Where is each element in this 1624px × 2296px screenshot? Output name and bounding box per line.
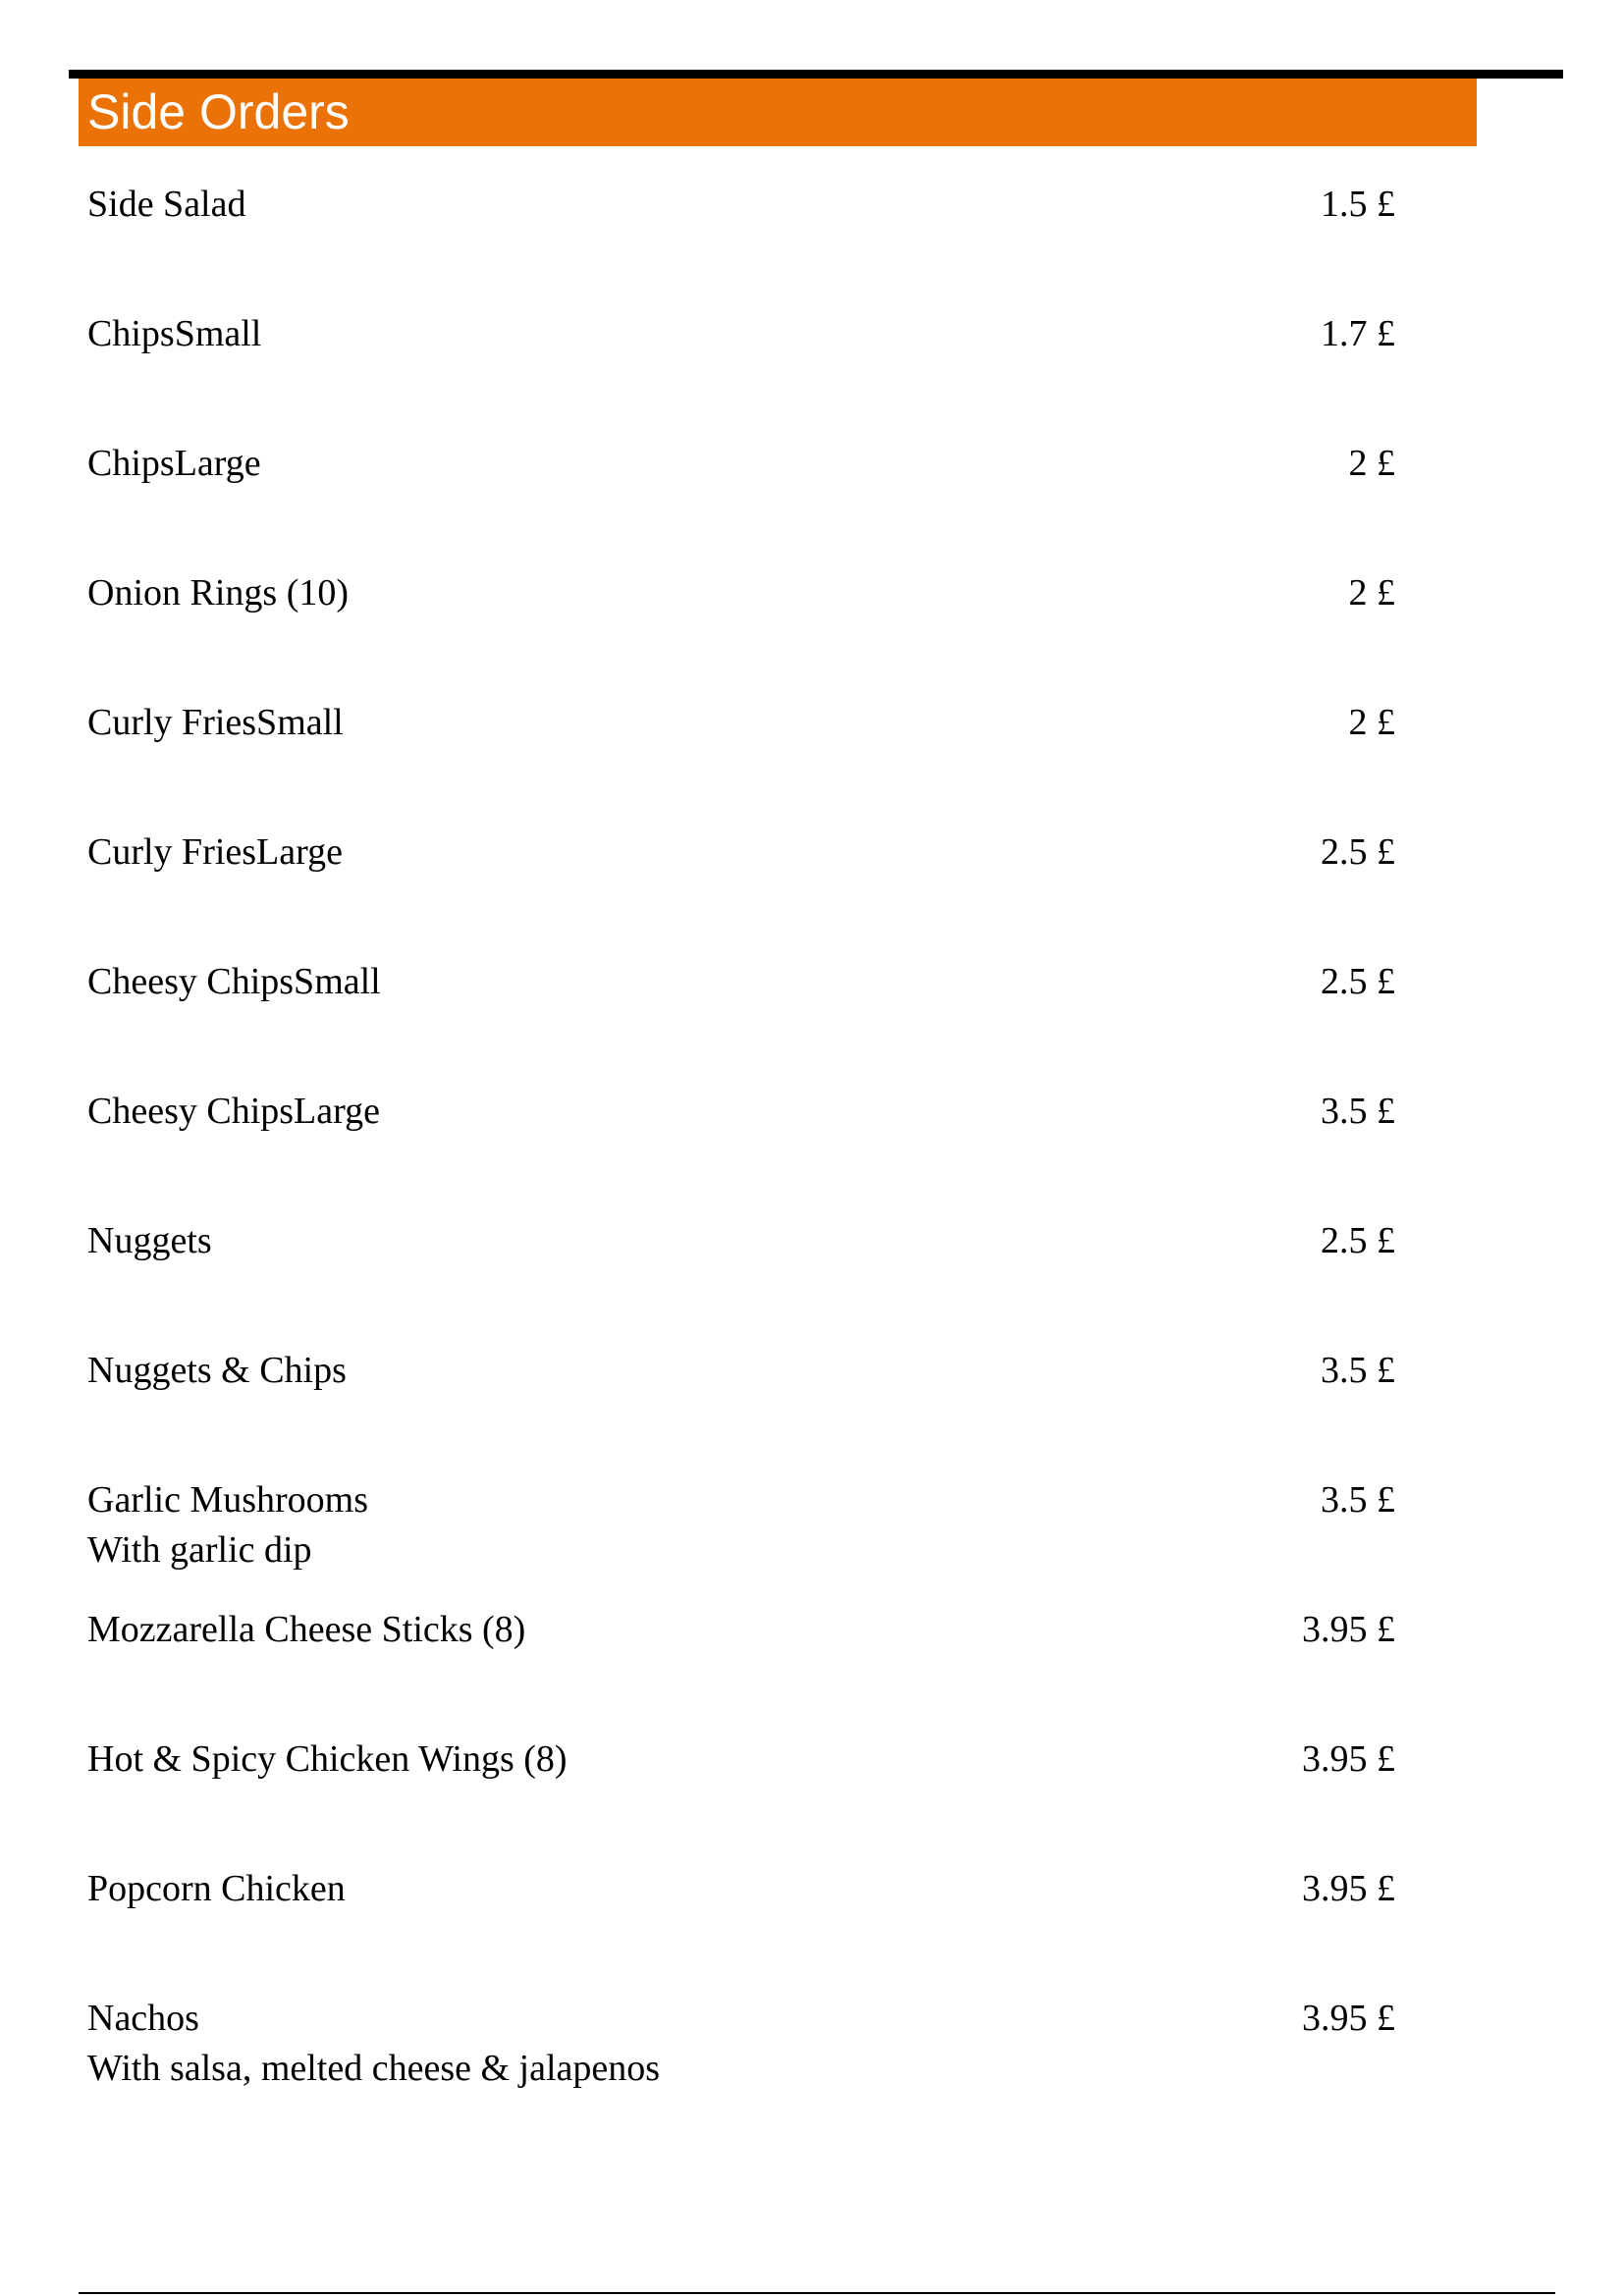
menu-item-price: 2.5 £ <box>1321 831 1395 873</box>
menu-item-name: Popcorn Chicken <box>87 1868 346 1909</box>
menu-item-text: Nuggets & Chips <box>87 1341 347 1470</box>
menu-item: Onion Rings (10) 2 £ <box>87 563 1395 693</box>
menu-item: Side Salad 1.5 £ <box>87 175 1395 304</box>
menu-item: Curly FriesLarge 2.5 £ <box>87 823 1395 952</box>
menu-item-price: 3.5 £ <box>1321 1091 1395 1132</box>
menu-item: Popcorn Chicken 3.95 £ <box>87 1859 1395 1989</box>
menu-item-price: 2.5 £ <box>1321 1220 1395 1261</box>
section-header: Side Orders <box>79 79 1477 146</box>
menu-item-name: Nuggets & Chips <box>87 1350 347 1391</box>
menu-item-price: 3.95 £ <box>1302 1609 1395 1650</box>
menu-item-name: Curly FriesSmall <box>87 702 344 743</box>
menu-item-price: 2 £ <box>1348 702 1396 743</box>
menu-item-text: ChipsSmall <box>87 304 261 434</box>
menu-item: Cheesy ChipsSmall 2.5 £ <box>87 952 1395 1082</box>
menu-item-name: Side Salad <box>87 184 246 225</box>
menu-item-text: Popcorn Chicken <box>87 1859 346 1989</box>
menu-item: Nuggets & Chips 3.5 £ <box>87 1341 1395 1470</box>
menu-item-text: Cheesy ChipsLarge <box>87 1082 380 1211</box>
menu-item-description: With garlic dip <box>87 1529 312 1571</box>
menu-item: Nachos With salsa, melted cheese & jalape… <box>87 1989 1395 2118</box>
menu-item-name: Garlic Mushrooms <box>87 1479 369 1521</box>
menu-item-text: Cheesy ChipsSmall <box>87 952 381 1082</box>
menu-item-text: Hot & Spicy Chicken Wings (8) <box>87 1730 568 1859</box>
top-divider <box>69 70 1563 79</box>
menu-item: Hot & Spicy Chicken Wings (8) 3.95 £ <box>87 1730 1395 1859</box>
menu-item-text: Curly FriesLarge <box>87 823 343 952</box>
menu-item-name: Mozzarella Cheese Sticks (8) <box>87 1609 526 1650</box>
menu-item-text: Nuggets <box>87 1211 212 1341</box>
bottom-divider <box>79 2292 1555 2294</box>
menu-item-text: Side Salad <box>87 175 245 304</box>
menu-item-price: 1.7 £ <box>1321 313 1395 354</box>
menu-item-name: Cheesy ChipsLarge <box>87 1091 380 1132</box>
menu-item-price: 3.5 £ <box>1321 1479 1395 1521</box>
menu-item-name: Curly FriesLarge <box>87 831 343 873</box>
menu-item-price: 2.5 £ <box>1321 961 1395 1002</box>
menu-item-text: Onion Rings (10) <box>87 563 349 693</box>
menu-item-name: ChipsSmall <box>87 313 262 354</box>
menu-item-name: Hot & Spicy Chicken Wings (8) <box>87 1738 568 1780</box>
menu-item: Cheesy ChipsLarge 3.5 £ <box>87 1082 1395 1211</box>
menu-item-price: 3.95 £ <box>1302 1868 1395 1909</box>
menu-item-name: Nachos <box>87 1998 199 2039</box>
menu-item: Garlic Mushrooms With garlic dip 3.5 £ <box>87 1470 1395 1600</box>
menu-item-text: Garlic Mushrooms With garlic dip <box>87 1470 368 1600</box>
menu-item-text: Curly FriesSmall <box>87 693 344 823</box>
menu-item-description: With salsa, melted cheese & jalapenos <box>87 2048 661 2089</box>
menu-item-price: 2 £ <box>1348 443 1396 484</box>
menu-item-name: Onion Rings (10) <box>87 572 349 614</box>
menu-item-name: ChipsLarge <box>87 443 261 484</box>
menu-item-name: Cheesy ChipsSmall <box>87 961 381 1002</box>
menu-item-price: 2 £ <box>1348 572 1396 614</box>
menu-item-text: Mozzarella Cheese Sticks (8) <box>87 1600 525 1730</box>
menu-item: ChipsSmall 1.7 £ <box>87 304 1395 434</box>
menu-item: Mozzarella Cheese Sticks (8) 3.95 £ <box>87 1600 1395 1730</box>
menu-item-name: Nuggets <box>87 1220 212 1261</box>
section-title: Side Orders <box>87 84 350 139</box>
menu-item-price: 3.5 £ <box>1321 1350 1395 1391</box>
menu-item-price: 3.95 £ <box>1302 1738 1395 1780</box>
menu-list: Side Salad 1.5 £ ChipsSmall 1.7 £ ChipsLarge… <box>87 175 1395 2118</box>
menu-item-price: 3.95 £ <box>1302 1998 1395 2039</box>
menu-item: Curly FriesSmall 2 £ <box>87 693 1395 823</box>
menu-item: ChipsLarge 2 £ <box>87 434 1395 563</box>
menu-item-text: ChipsLarge <box>87 434 261 563</box>
menu-item: Nuggets 2.5 £ <box>87 1211 1395 1341</box>
menu-item-price: 1.5 £ <box>1321 184 1395 225</box>
menu-item-text: Nachos With salsa, melted cheese & jalape… <box>87 1989 660 2118</box>
